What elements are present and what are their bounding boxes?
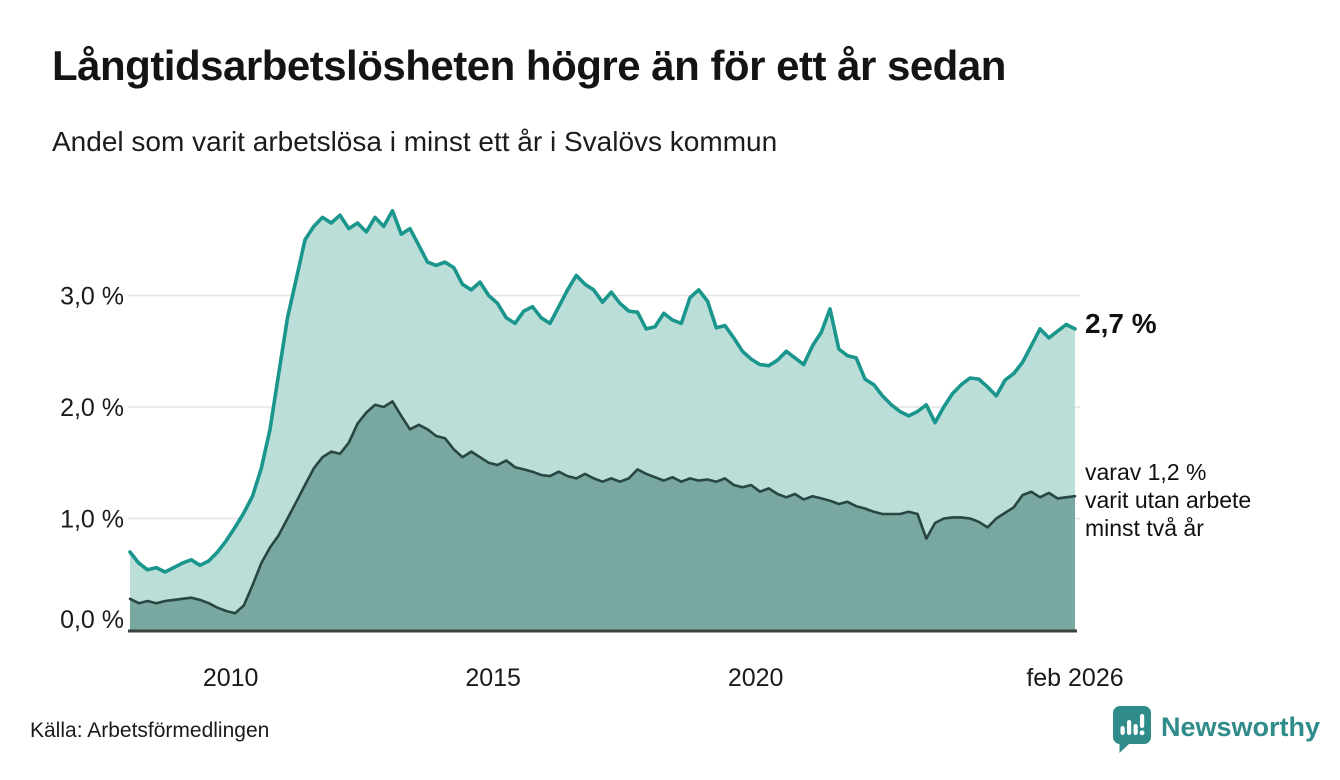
x-tick-label: feb 2026: [1026, 664, 1123, 692]
series-two-years-area: [130, 401, 1075, 630]
series-total-line: [128, 209, 1077, 574]
annotation-line: minst två år: [1085, 515, 1204, 541]
x-axis-tick-labels: 2010 2015 2020 feb 2026: [203, 664, 1124, 692]
x-tick-label: 2020: [728, 664, 784, 692]
brand-name: Newsworthy: [1161, 711, 1321, 742]
y-tick-label: 1,0 %: [60, 506, 124, 534]
annotation-line: varav 1,2 %: [1085, 459, 1207, 485]
source-attribution: Källa: Arbetsförmedlingen: [30, 719, 270, 742]
page-title: Långtidsarbetslösheten högre än för ett …: [52, 42, 1006, 89]
y-tick-label: 2,0 %: [60, 394, 124, 422]
y-tick-label: 0,0 %: [60, 606, 124, 634]
x-tick-label: 2015: [465, 664, 521, 692]
chart-subtitle: Andel som varit arbetslösa i minst ett å…: [52, 126, 778, 157]
y-axis-tick-labels: 0,0 % 1,0 % 2,0 % 3,0 %: [60, 283, 124, 635]
newsworthy-bubble-chart-icon: [1113, 706, 1151, 753]
secondary-series-annotation: varav 1,2 % varit utan arbete minst två …: [1085, 458, 1251, 542]
latest-value-label: 2,7 %: [1085, 308, 1157, 339]
y-tick-label: 3,0 %: [60, 283, 124, 311]
series-two-years-line: [128, 400, 1077, 615]
newsworthy-branding: Newsworthy: [1112, 705, 1320, 755]
x-tick-label: 2010: [203, 664, 259, 692]
annotation-line: varit utan arbete: [1085, 487, 1252, 513]
